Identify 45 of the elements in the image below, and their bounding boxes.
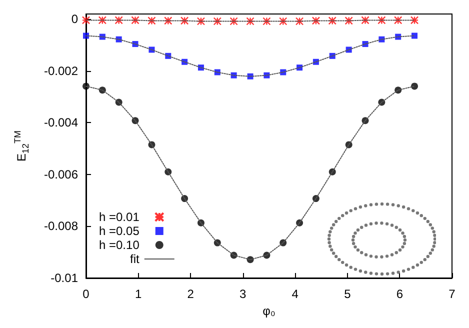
point (312, 16, 320, 25)
point (246, 17, 254, 26)
x-tick-label: 5 (344, 287, 352, 301)
legend-label: h =0.01 (98, 210, 140, 224)
y-tick-label: -0.01 (50, 271, 78, 285)
x-tick-label: 3 (240, 287, 247, 301)
y-tick-label: -0.004 (44, 116, 78, 130)
y-tick-label: -0.002 (44, 64, 78, 78)
x-tick-label: 0 (82, 287, 90, 301)
point (279, 17, 288, 26)
point (148, 16, 156, 25)
point (98, 16, 107, 24)
point (411, 82, 418, 90)
x-tick-label: 4 (292, 287, 299, 301)
point (180, 16, 189, 25)
point (378, 16, 386, 24)
point (114, 16, 123, 24)
point (164, 16, 172, 25)
legend-label: h =0.10 (98, 238, 140, 252)
point (230, 17, 238, 26)
point (328, 16, 336, 25)
legend-label: h =0.05 (98, 224, 140, 238)
point (394, 16, 402, 24)
x-axis-title: φ₀ (262, 304, 276, 318)
x-tick-label: 6 (396, 287, 404, 301)
point (412, 32, 418, 39)
point (83, 32, 89, 39)
point (344, 16, 353, 25)
point (82, 16, 90, 24)
x-tick-label: 1 (134, 287, 142, 301)
point (82, 82, 90, 90)
y-tick-label: -0.008 (44, 219, 78, 234)
x-tick-label: 7 (448, 287, 456, 301)
point (295, 17, 304, 26)
point (131, 16, 140, 24)
point (262, 17, 271, 26)
point (213, 17, 222, 26)
y-tick-label: 0 (71, 12, 78, 26)
y-axis-title: E12TM (12, 130, 30, 162)
point (196, 17, 206, 26)
y-tick-label: -0.006 (44, 167, 78, 182)
point (410, 16, 419, 24)
x-tick-label: 2 (187, 287, 194, 301)
point (361, 16, 370, 24)
legend-label: fit (130, 252, 140, 266)
